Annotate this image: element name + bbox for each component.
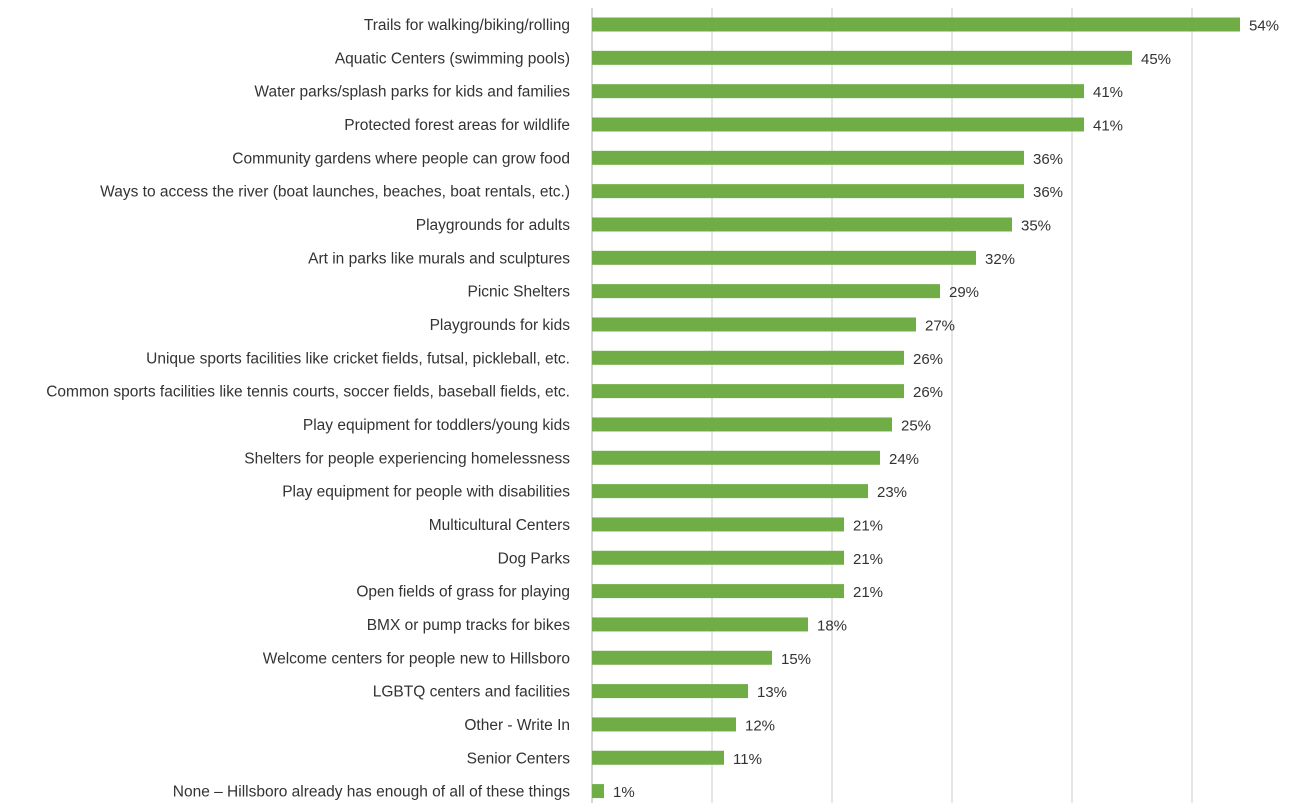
category-label: Art in parks like murals and sculptures: [308, 250, 570, 267]
category-label: None – Hillsboro already has enough of a…: [173, 784, 570, 801]
bar: [592, 550, 844, 565]
category-label: Aquatic Centers (swimming pools): [335, 50, 570, 67]
bar: [592, 317, 916, 332]
bar: [592, 217, 1012, 232]
bars: [592, 17, 1240, 799]
value-label: 32%: [985, 251, 1015, 268]
category-labels: Trails for walking/biking/rolling Aquatic…: [46, 17, 570, 801]
value-label: 11%: [733, 751, 762, 768]
bar: [592, 584, 844, 599]
value-label: 13%: [757, 684, 787, 701]
category-label: Trails for walking/biking/rolling: [364, 17, 570, 34]
bar: [592, 84, 1084, 99]
category-label: Shelters for people experiencing homeles…: [244, 450, 570, 467]
value-label: 18%: [817, 617, 847, 634]
category-label: Unique sports facilities like cricket fi…: [146, 350, 570, 367]
bar: [592, 250, 976, 265]
value-label: 45%: [1141, 51, 1171, 68]
gridlines: [591, 8, 1193, 803]
category-label: Other - Write In: [464, 717, 570, 734]
value-label: 36%: [1033, 151, 1063, 168]
value-label: 26%: [913, 351, 943, 368]
category-label: Play equipment for toddlers/young kids: [303, 417, 570, 434]
value-label: 29%: [949, 284, 979, 301]
value-label: 25%: [901, 417, 931, 434]
category-label: Picnic Shelters: [467, 284, 570, 301]
category-label: Multicultural Centers: [429, 517, 571, 534]
value-label: 24%: [889, 451, 919, 468]
category-label: BMX or pump tracks for bikes: [367, 617, 571, 634]
value-label: 54%: [1249, 18, 1279, 35]
bar: [592, 684, 748, 699]
category-label: LGBTQ centers and facilities: [373, 684, 571, 701]
bar: [592, 484, 868, 499]
value-labels: 54% 45% 41% 41% 36% 36% 35% 32% 29% 27% 26% 26% 25% 2…: [613, 18, 1279, 802]
bar: [592, 717, 736, 732]
value-label: 41%: [1093, 84, 1123, 101]
value-label: 21%: [853, 551, 883, 568]
bar: [592, 384, 904, 399]
category-label: Open fields of grass for playing: [356, 584, 570, 601]
category-label: Senior Centers: [467, 750, 571, 767]
bar: [592, 450, 880, 465]
value-label: 36%: [1033, 184, 1063, 201]
bar: [592, 417, 892, 432]
bar: [592, 784, 604, 799]
bar: [592, 17, 1240, 32]
value-label: 35%: [1021, 217, 1051, 234]
category-label: Playgrounds for adults: [416, 217, 570, 234]
category-label: Dog Parks: [498, 550, 571, 567]
category-label: Welcome centers for people new to Hillsb…: [263, 650, 570, 667]
value-label: 41%: [1093, 117, 1123, 134]
bar: [592, 150, 1024, 165]
category-label: Common sports facilities like tennis cou…: [46, 384, 570, 401]
bar: [592, 617, 808, 632]
value-label: 23%: [877, 484, 907, 501]
value-label: 21%: [853, 584, 883, 601]
category-label: Community gardens where people can grow …: [232, 150, 570, 167]
category-label: Protected forest areas for wildlife: [344, 117, 570, 134]
bar: [592, 184, 1024, 199]
bar: [592, 117, 1084, 132]
category-label: Playgrounds for kids: [430, 317, 571, 334]
category-label: Play equipment for people with disabilit…: [282, 484, 570, 501]
value-label: 26%: [913, 384, 943, 401]
value-label: 12%: [745, 717, 775, 734]
value-label: 21%: [853, 517, 883, 534]
value-label: 27%: [925, 317, 955, 334]
value-label: 15%: [781, 651, 811, 668]
bar: [592, 284, 940, 299]
category-label: Water parks/splash parks for kids and fa…: [254, 84, 570, 101]
bar: [592, 350, 904, 365]
bar: [592, 750, 724, 765]
category-label: Ways to access the river (boat launches,…: [100, 184, 570, 201]
bar: [592, 517, 844, 532]
value-label: 1%: [613, 784, 635, 801]
bar: [592, 650, 772, 665]
bar: [592, 50, 1132, 65]
